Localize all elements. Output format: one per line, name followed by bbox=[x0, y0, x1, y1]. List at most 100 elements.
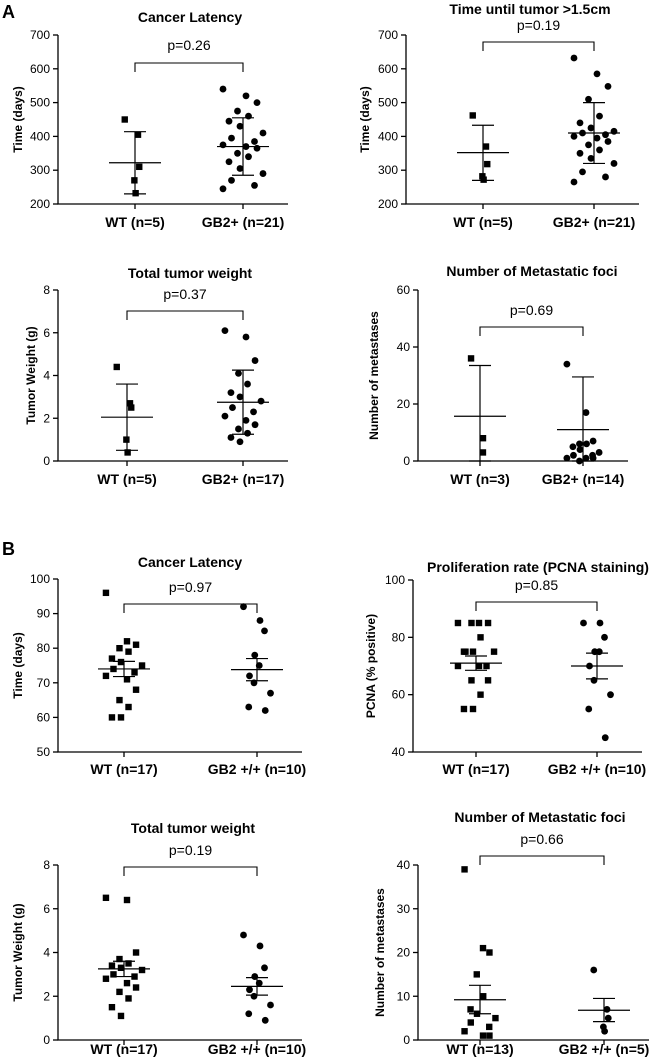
chart-title: Total tumor weight bbox=[128, 265, 253, 281]
data-point bbox=[132, 949, 140, 956]
data-point bbox=[251, 357, 259, 364]
data-point bbox=[475, 662, 483, 670]
data-point bbox=[601, 734, 609, 742]
data-point bbox=[138, 662, 146, 669]
data-point bbox=[479, 449, 487, 456]
y-tick-label: 300 bbox=[378, 163, 398, 177]
data-point bbox=[483, 662, 490, 670]
data-point bbox=[467, 1019, 474, 1026]
y-tick-label: 500 bbox=[30, 96, 50, 110]
data-point bbox=[585, 705, 593, 713]
chart-title: Number of Metastatic foci bbox=[446, 263, 617, 279]
data-point bbox=[570, 133, 578, 140]
data-point bbox=[113, 363, 120, 371]
data-point bbox=[236, 165, 244, 172]
data-point bbox=[236, 122, 244, 130]
y-tick-label: 0 bbox=[403, 1033, 410, 1047]
data-point bbox=[132, 984, 140, 991]
data-point bbox=[593, 70, 601, 78]
data-point bbox=[259, 129, 267, 137]
data-point bbox=[261, 964, 268, 972]
data-point bbox=[244, 380, 251, 388]
data-point bbox=[117, 658, 125, 666]
data-point bbox=[583, 440, 590, 448]
data-point bbox=[227, 434, 235, 441]
data-point bbox=[585, 95, 592, 103]
y-tick-label: 30 bbox=[397, 902, 411, 916]
data-point bbox=[477, 634, 484, 641]
y-tick-label: 100 bbox=[385, 573, 405, 587]
y-tick-label: 200 bbox=[378, 197, 398, 211]
data-point bbox=[590, 676, 598, 684]
data-point bbox=[484, 160, 491, 168]
data-point bbox=[259, 170, 267, 177]
data-point bbox=[108, 714, 116, 721]
data-point bbox=[467, 355, 475, 362]
data-point bbox=[596, 146, 603, 154]
y-tick-label: 2 bbox=[43, 989, 50, 1003]
data-point bbox=[261, 707, 269, 714]
y-tick-label: 60 bbox=[37, 710, 51, 724]
data-point bbox=[261, 627, 268, 635]
y-tick-label: 600 bbox=[378, 62, 398, 76]
data-point bbox=[475, 619, 483, 627]
y-tick-label: 6 bbox=[43, 902, 50, 916]
data-point bbox=[589, 454, 597, 462]
data-point bbox=[477, 691, 484, 698]
y-tick-label: 6 bbox=[43, 326, 50, 340]
data-point bbox=[134, 131, 142, 138]
data-point bbox=[219, 85, 227, 93]
data-point bbox=[602, 131, 609, 139]
y-tick-label: 700 bbox=[378, 28, 398, 42]
data-point bbox=[267, 689, 274, 697]
x-tick-label: WT (n=17) bbox=[90, 1041, 157, 1057]
data-point bbox=[454, 662, 462, 670]
data-point bbox=[132, 189, 139, 197]
data-point bbox=[102, 894, 110, 902]
data-point bbox=[125, 960, 132, 967]
data-point bbox=[116, 988, 123, 996]
x-tick-label: GB2 +/+ (n=5) bbox=[559, 1041, 650, 1057]
p-value-label: p=0.26 bbox=[167, 37, 210, 53]
chart-2: Time until tumor >1.5cm Time (days) 200 300… bbox=[358, 1, 639, 230]
x-tick-label: WT (n=17) bbox=[90, 761, 157, 777]
data-point bbox=[136, 163, 143, 171]
data-point bbox=[604, 82, 612, 90]
significance-bracket bbox=[482, 41, 595, 51]
data-point bbox=[242, 333, 250, 341]
x-tick-label: GB2 +/+ (n=10) bbox=[208, 761, 306, 777]
chart-3: Total tumor weight Tumor Weight (g) 0 2 4 6 8 W… bbox=[24, 265, 288, 487]
data-point bbox=[267, 1001, 274, 1009]
y-tick-label: 0 bbox=[43, 1033, 50, 1047]
data-point bbox=[228, 176, 235, 184]
data-point bbox=[479, 173, 486, 180]
data-point bbox=[480, 993, 487, 1000]
y-axis-label: PCNA (% positive) bbox=[364, 614, 378, 718]
panel-label-a: A bbox=[2, 2, 15, 22]
y-tick-label: 40 bbox=[397, 858, 411, 872]
data-point bbox=[251, 138, 258, 145]
data-point bbox=[257, 397, 265, 405]
y-tick-label: 0 bbox=[43, 454, 50, 468]
data-point bbox=[102, 672, 110, 680]
data-point bbox=[585, 141, 592, 149]
data-point bbox=[479, 944, 487, 952]
data-point bbox=[454, 619, 462, 627]
x-tick-label: GB2+ (n=14) bbox=[542, 471, 624, 487]
data-point bbox=[125, 995, 132, 1002]
data-point bbox=[236, 438, 244, 446]
data-point bbox=[116, 696, 123, 704]
data-point bbox=[219, 141, 227, 149]
data-point bbox=[225, 158, 233, 166]
data-point bbox=[126, 400, 134, 407]
y-tick-label: 4 bbox=[43, 369, 50, 383]
y-tick-label: 2 bbox=[43, 411, 50, 425]
data-point bbox=[253, 144, 261, 152]
y-tick-label: 40 bbox=[397, 340, 411, 354]
data-point bbox=[240, 931, 247, 939]
data-point bbox=[227, 389, 235, 396]
data-point bbox=[469, 705, 477, 713]
data-point bbox=[256, 617, 264, 624]
y-tick-label: 60 bbox=[397, 283, 411, 297]
data-point bbox=[245, 703, 253, 711]
